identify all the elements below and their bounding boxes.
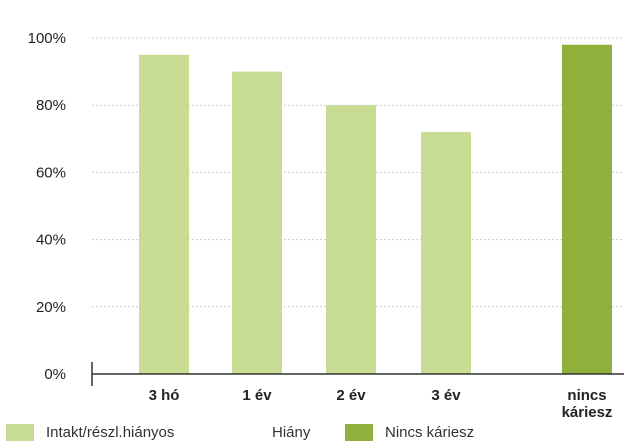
legend-swatch-intakt (6, 424, 34, 441)
x-tick-label: káriesz (562, 404, 613, 418)
y-tick-label: 20% (36, 299, 66, 316)
y-tick-label: 0% (44, 366, 66, 383)
y-tick-label: 100% (28, 30, 66, 47)
bar (326, 105, 376, 374)
legend-item-hiany: Hiány (272, 424, 310, 441)
legend-item-intakt: Intakt/részl.hiányos (6, 424, 174, 441)
x-tick-label: nincs (567, 387, 606, 404)
bar (562, 44, 612, 374)
bar (421, 132, 471, 374)
axis-layer: 0% 20% 40% 60% 80% 100% 3 hó 1 év 2 év 3 év nincsk… (28, 30, 624, 418)
x-tick-label: 3 hó (149, 387, 180, 404)
bar-chart: 0% 20% 40% 60% 80% 100% 3 hó 1 év 2 év 3 év nincsk… (28, 30, 624, 418)
x-tick-label: 2 év (336, 387, 366, 404)
legend-label-hiany: Hiány (272, 424, 311, 441)
bar (139, 54, 189, 375)
legend-item-nincs-kariesz: Nincs káriesz (345, 424, 474, 441)
legend-label-intakt: Intakt/részl.hiányos (46, 424, 175, 441)
y-tick-label: 80% (36, 97, 66, 114)
y-tick-label: 40% (36, 232, 66, 249)
bar-layer (139, 44, 612, 375)
x-tick-label: 1 év (242, 387, 272, 404)
bar (232, 71, 282, 374)
y-tick-label: 60% (36, 164, 66, 181)
x-tick-label: 3 év (431, 387, 461, 404)
legend-swatch-nincs-kariesz (345, 424, 373, 441)
legend-label-nincs-kariesz: Nincs káriesz (385, 424, 475, 441)
legend: Intakt/részl.hiányos Hiány Nincs káriesz (0, 418, 628, 447)
